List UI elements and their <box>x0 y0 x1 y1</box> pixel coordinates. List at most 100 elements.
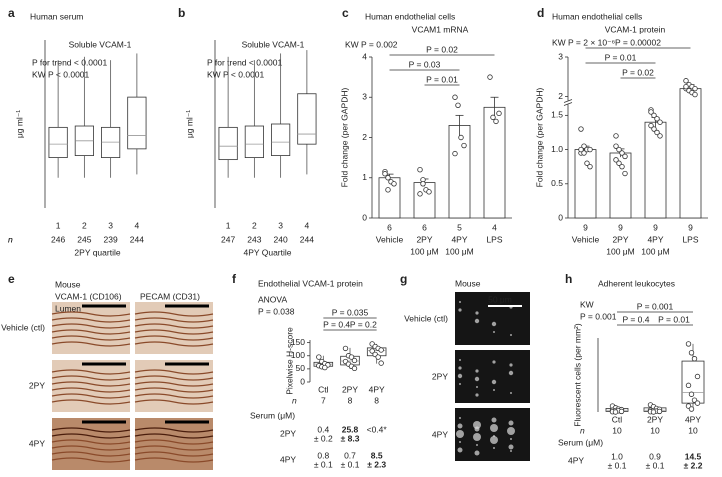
row-label: 4PY <box>432 429 448 439</box>
bracket-label: P = 0.001 <box>637 301 674 311</box>
cell-spot <box>475 369 479 373</box>
cell-spot <box>475 311 479 315</box>
bar <box>644 121 667 219</box>
table-cell: 25.8 <box>342 424 359 434</box>
n-label-title: n <box>292 395 297 405</box>
panel-header: Human endothelial cells <box>365 11 455 21</box>
tissue-fiber <box>134 445 214 451</box>
n-label: 244 <box>130 234 144 244</box>
data-point <box>657 133 663 139</box>
data-point <box>369 348 375 354</box>
row-label: 2PY <box>432 371 448 381</box>
chart-title: VCAM1 mRNA <box>412 24 469 34</box>
x-tick-label: 3 <box>278 220 283 230</box>
cell-spot <box>490 436 498 444</box>
n-label-title: n <box>8 234 13 244</box>
x-axis-label: 4PY Quartile <box>243 247 291 257</box>
chart-title: Soluble VCAM-1 <box>69 39 132 49</box>
table-cell: 0.9 <box>649 451 661 461</box>
tissue-fiber <box>134 323 214 329</box>
data-point <box>613 133 619 139</box>
cell-spot <box>493 447 495 449</box>
cell-spot <box>493 435 495 437</box>
n-label: 10 <box>650 425 660 435</box>
tissue-fiber <box>134 335 214 341</box>
tissue-fiber <box>51 323 131 329</box>
data-point <box>683 83 689 90</box>
cell-spot <box>457 423 463 429</box>
table-cell: ± 0.1 <box>314 459 333 469</box>
annotation: KW P = 2 × 10⁻⁶ <box>552 37 615 47</box>
panel-header: Mouse <box>55 279 81 289</box>
cell-spot <box>459 301 461 303</box>
table-cell: 0.4 <box>317 424 329 434</box>
annotation: KW P < 0.0001 <box>207 69 265 79</box>
tissue-fiber <box>134 433 214 439</box>
y-axis-label: Fold change (per GAPDH) <box>339 87 349 187</box>
table-cell: 14.5 <box>685 451 702 461</box>
data-point <box>694 400 701 406</box>
tissue-fiber <box>134 399 214 405</box>
x-tick-label: 2PY <box>342 384 358 394</box>
x-tick-label: LPS <box>486 234 502 244</box>
data-point <box>688 350 695 356</box>
annotation: KW <box>580 299 594 309</box>
data-point <box>692 85 698 92</box>
x-tick-label: 1 <box>226 220 231 230</box>
n-label: 240 <box>274 234 288 244</box>
y-tick-label: 2 <box>362 132 367 142</box>
cell-spot <box>459 383 461 385</box>
data-point <box>452 150 458 157</box>
tissue-fiber <box>134 381 214 387</box>
chart-title: Soluble VCAM-1 <box>242 39 305 49</box>
y-tick-label: 0 <box>362 212 367 222</box>
table-cell: ± 0.1 <box>646 460 665 470</box>
micrograph <box>455 292 530 345</box>
table-cell: ± 2.2 <box>684 460 703 470</box>
x-tick-label: 3 <box>108 220 113 230</box>
row-label: Vehicle (ctl) <box>404 313 448 323</box>
annotation: P for trend < 0.0001 <box>207 57 282 67</box>
data-point <box>322 364 328 371</box>
dose-label: 100 μM <box>410 246 439 256</box>
n-label: 4 <box>492 222 497 232</box>
table-cell: ± 0.1 <box>608 460 627 470</box>
n-label-title: n <box>8 234 13 244</box>
bar <box>574 149 597 219</box>
data-point <box>348 354 355 360</box>
table-row-label: 2PY <box>280 428 296 438</box>
panel-header: Adherent leukocytes <box>598 278 675 288</box>
data-point <box>694 373 701 380</box>
bracket-label: P = 0.03 <box>409 59 441 69</box>
y-tick-label: 1 <box>362 172 367 182</box>
panel-header: Human endothelial cells <box>552 11 642 21</box>
data-point <box>578 146 584 153</box>
data-point <box>691 356 698 362</box>
row-label: 4PY <box>29 438 45 448</box>
data-point <box>342 345 349 352</box>
column-label: PECAM (CD31) <box>140 291 200 301</box>
data-point <box>619 150 625 156</box>
data-point <box>382 171 388 177</box>
y-axis-label: μg ml⁻¹ <box>184 110 194 138</box>
data-point <box>487 74 493 80</box>
n-label: 8 <box>348 395 353 405</box>
data-point <box>385 187 391 193</box>
data-point <box>391 181 397 187</box>
y-tick-label: 1.0 <box>551 144 563 154</box>
tissue-fiber <box>134 311 214 317</box>
row-label: Vehicle (ctl) <box>1 322 45 332</box>
data-point <box>692 91 698 98</box>
data-point <box>613 157 619 163</box>
box <box>681 360 705 404</box>
cell-spot <box>457 373 463 379</box>
tissue-fiber <box>51 445 131 451</box>
cell-spot <box>457 447 463 453</box>
data-point <box>587 163 593 170</box>
cell-spot <box>491 321 497 327</box>
x-tick-label: 4PY <box>451 234 467 244</box>
cell-spot <box>459 359 461 361</box>
n-label: 5 <box>457 222 462 232</box>
table-cell: 0.7 <box>344 450 356 460</box>
cell-spot <box>490 424 498 432</box>
